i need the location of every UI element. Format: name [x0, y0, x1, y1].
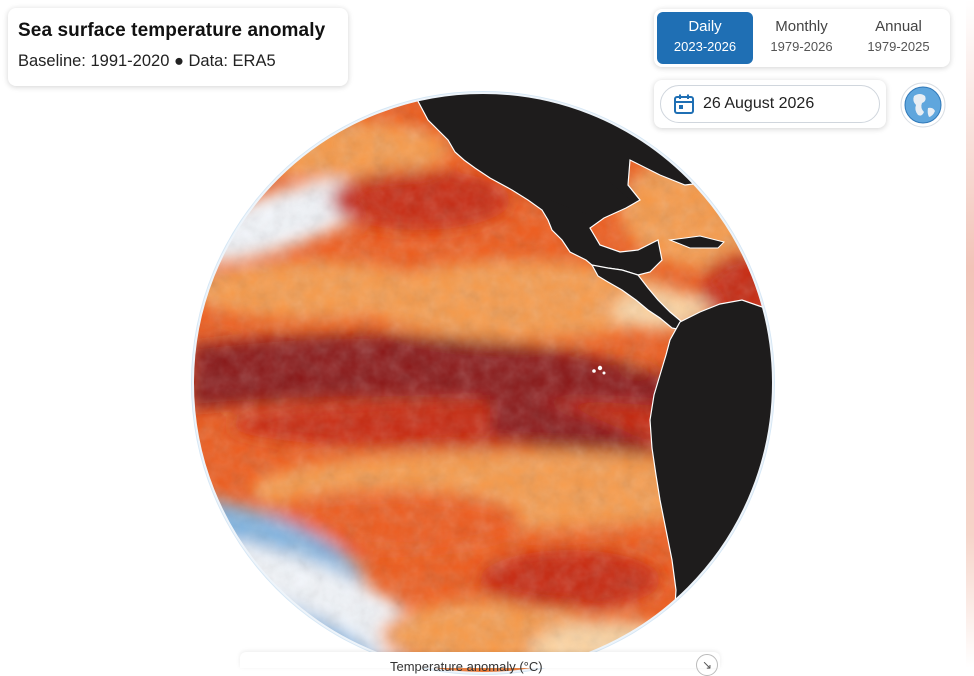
timescale-option-daily[interactable]: Daily 2023-2026 [657, 12, 753, 64]
timescale-label: Monthly [775, 18, 828, 35]
date-picker[interactable]: 26 August 2026 [660, 85, 880, 123]
timescale-range: 2023-2026 [673, 39, 737, 54]
page-title: Sea surface temperature anomaly [18, 20, 326, 41]
timescale-option-annual[interactable]: Annual 1979-2025 [850, 12, 947, 64]
globe-icon[interactable] [900, 82, 946, 128]
title-card: Sea surface temperature anomaly Baseline… [8, 8, 348, 86]
timescale-label: Annual [875, 18, 922, 35]
legend-label: Temperature anomaly (°C) [390, 659, 543, 674]
timescale-label: Daily [688, 18, 722, 35]
sst-anomaly-globe[interactable] [190, 90, 776, 676]
date-picker-card: 26 August 2026 [654, 80, 886, 128]
timescale-selector: Daily 2023-2026 Monthly 1979-2026 Annual… [654, 9, 950, 67]
arrow-diagonal-icon[interactable]: ↘ [696, 654, 718, 676]
timescale-range: 1979-2026 [770, 39, 833, 54]
right-edge-strip [966, 0, 974, 668]
calendar-icon [674, 94, 694, 114]
timescale-range: 1979-2025 [867, 39, 930, 54]
legend-panel: Temperature anomaly (°C) ↘ [240, 652, 720, 676]
date-value: 26 August 2026 [703, 95, 815, 112]
timescale-option-monthly[interactable]: Monthly 1979-2026 [753, 12, 850, 64]
page-subtitle: Baseline: 1991-2020 ● Data: ERA5 [18, 52, 276, 70]
